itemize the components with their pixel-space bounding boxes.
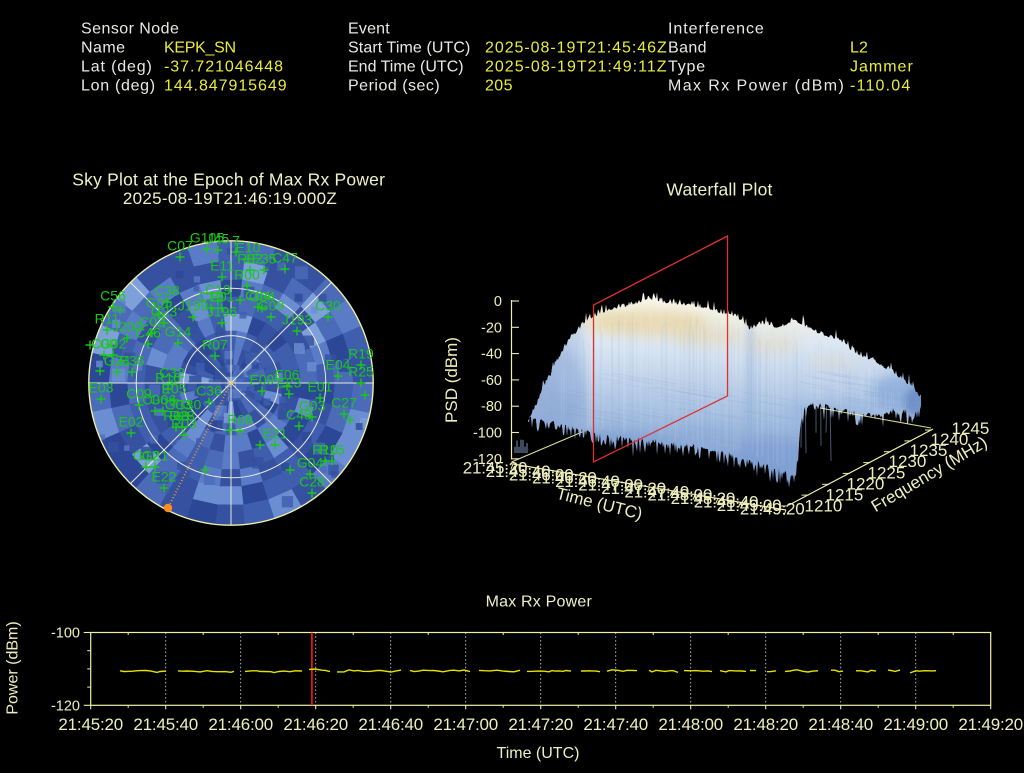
svg-text:E11: E11: [210, 258, 234, 274]
svg-text:21:46:40: 21:46:40: [358, 715, 423, 734]
svg-text:1245: 1245: [951, 419, 989, 438]
svg-text:Lat (deg): Lat (deg): [81, 59, 153, 76]
svg-text:E09: E09: [250, 372, 275, 388]
svg-text:Lon (deg): Lon (deg): [81, 78, 156, 95]
svg-text:21:45:40: 21:45:40: [133, 715, 198, 734]
svg-text:205: 205: [485, 78, 513, 95]
svg-text:Waterfall Plot: Waterfall Plot: [666, 180, 772, 200]
svg-text:Event: Event: [348, 21, 390, 38]
svg-text:L2: L2: [850, 40, 868, 57]
svg-text:Type: Type: [668, 59, 706, 76]
svg-text:21:48:40: 21:48:40: [808, 715, 873, 734]
svg-text:Time (UTC): Time (UTC): [497, 745, 580, 762]
svg-text:-20: -20: [481, 320, 502, 336]
svg-text:21:47:00: 21:47:00: [433, 715, 498, 734]
svg-text:C46: C46: [135, 325, 161, 341]
svg-text:J193: J193: [282, 312, 313, 328]
svg-text:J196: J196: [207, 304, 238, 320]
svg-text:End Time (UTC): End Time (UTC): [348, 59, 464, 76]
svg-text:R00: R00: [234, 267, 260, 283]
svg-text:-120: -120: [51, 698, 80, 714]
svg-text:E21: E21: [263, 426, 288, 442]
svg-text:0: 0: [494, 294, 502, 310]
svg-text:21:47:40: 21:47:40: [583, 715, 648, 734]
svg-text:G04: G04: [297, 455, 324, 471]
svg-text:G09: G09: [258, 298, 285, 314]
svg-text:C00: C00: [91, 336, 117, 352]
svg-text:2025-08-19T21:45:46Z: 2025-08-19T21:45:46Z: [485, 40, 668, 57]
svg-text:21:48:00: 21:48:00: [658, 715, 723, 734]
svg-text:21:49:00: 21:49:00: [883, 715, 948, 734]
svg-text:E36: E36: [120, 353, 145, 369]
svg-text:144.847915649: 144.847915649: [164, 78, 288, 95]
svg-text:R03: R03: [171, 416, 197, 432]
svg-text:E02: E02: [119, 414, 144, 430]
svg-text:-110.04: -110.04: [850, 78, 911, 95]
svg-text:E04: E04: [326, 357, 351, 373]
svg-text:J45: J45: [207, 231, 230, 247]
svg-text:Sensor Node: Sensor Node: [81, 21, 179, 38]
svg-text:C28: C28: [299, 474, 325, 490]
svg-text:C30: C30: [315, 298, 341, 314]
svg-text:C48: C48: [286, 407, 312, 423]
svg-text:21:46:00: 21:46:00: [208, 715, 273, 734]
svg-text:-40: -40: [481, 347, 502, 363]
svg-text:PSD (dBm): PSD (dBm): [442, 337, 461, 423]
svg-text:G14: G14: [165, 324, 192, 340]
svg-text:R09: R09: [227, 412, 253, 428]
svg-text:C56: C56: [100, 288, 126, 304]
svg-text:G21: G21: [142, 448, 169, 464]
svg-text:E23: E23: [277, 375, 302, 391]
svg-text:Band: Band: [668, 40, 707, 57]
svg-text:Max Rx Power: Max Rx Power: [486, 593, 593, 610]
svg-text:E01: E01: [210, 289, 235, 305]
svg-text:2025-08-19T21:49:11Z: 2025-08-19T21:49:11Z: [485, 59, 667, 76]
svg-text:21:49:20: 21:49:20: [958, 715, 1023, 734]
svg-text:Interference: Interference: [668, 21, 765, 38]
svg-text:2025-08-19T21:46:19.000Z: 2025-08-19T21:46:19.000Z: [123, 189, 337, 208]
svg-text:Start Time (UTC): Start Time (UTC): [348, 40, 471, 57]
svg-text:Max Rx Power (dBm): Max Rx Power (dBm): [668, 78, 845, 95]
svg-text:21:48:20: 21:48:20: [733, 715, 798, 734]
svg-text:21:47:20: 21:47:20: [508, 715, 573, 734]
svg-text:-100: -100: [51, 626, 80, 642]
svg-text:E03: E03: [89, 380, 114, 396]
svg-text:-37.721046448: -37.721046448: [164, 59, 284, 76]
svg-text:Power (dBm): Power (dBm): [5, 621, 22, 714]
svg-text:Jammer: Jammer: [850, 59, 914, 76]
svg-text:C27: C27: [331, 395, 357, 411]
svg-text:R19: R19: [348, 346, 374, 362]
svg-text:E01: E01: [308, 379, 333, 395]
svg-text:-100: -100: [473, 426, 502, 442]
svg-text:21:46:20: 21:46:20: [283, 715, 348, 734]
svg-text:Name: Name: [81, 40, 125, 57]
svg-text:R25: R25: [348, 364, 374, 380]
svg-text:R07: R07: [202, 337, 228, 353]
svg-text:KEPK_SN: KEPK_SN: [164, 40, 236, 57]
svg-text:Period (sec): Period (sec): [348, 78, 440, 95]
svg-text:E22: E22: [152, 469, 177, 485]
svg-text:C47: C47: [272, 250, 298, 266]
svg-text:-80: -80: [481, 399, 502, 415]
svg-text:21:45:20: 21:45:20: [58, 715, 123, 734]
svg-text:Sky Plot at the Epoch of Max R: Sky Plot at the Epoch of Max Rx Power: [72, 170, 385, 190]
svg-text:-60: -60: [481, 373, 502, 389]
